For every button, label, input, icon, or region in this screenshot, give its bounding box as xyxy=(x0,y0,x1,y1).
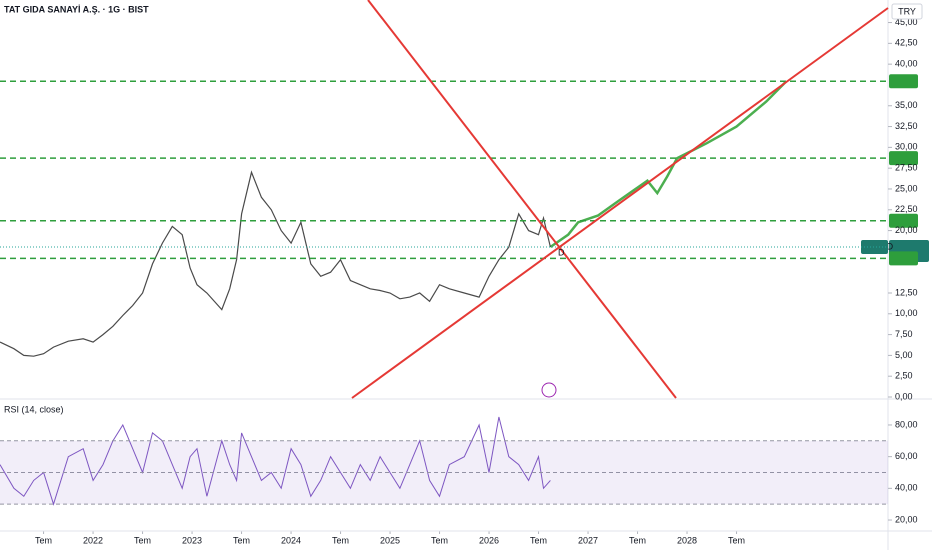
y-tick-label: 0,00 xyxy=(895,391,913,401)
trend-line xyxy=(351,7,889,399)
level-tag xyxy=(889,251,918,266)
level-tag xyxy=(889,74,918,89)
x-tick-label: Tem xyxy=(134,535,151,545)
y-tick-label: 20,00 xyxy=(895,514,918,524)
x-tick-label: Tem xyxy=(35,535,52,545)
x-tick-label: 2023 xyxy=(182,535,202,545)
rsi-title: RSI (14, close) xyxy=(4,404,64,414)
currency-button[interactable] xyxy=(891,3,923,20)
y-tick-label: 30,00 xyxy=(895,142,918,152)
y-tick-label: 7,50 xyxy=(895,329,913,339)
y-tick-label: 35,00 xyxy=(895,100,918,110)
y-tick-label: 40,00 xyxy=(895,59,918,69)
y-tick-label: 10,00 xyxy=(895,308,918,318)
y-tick-label: 45,00 xyxy=(895,17,918,27)
y-tick-label: 25,00 xyxy=(895,183,918,193)
y-tick-label: 60,00 xyxy=(895,451,918,461)
x-tick-label: 2027 xyxy=(578,535,598,545)
x-tick-label: 2026 xyxy=(479,535,499,545)
y-tick-label: 42,50 xyxy=(895,38,918,48)
x-tick-label: 2024 xyxy=(281,535,301,545)
x-tick-label: 2025 xyxy=(380,535,400,545)
event-icon[interactable] xyxy=(541,382,557,398)
marker: D xyxy=(558,247,565,257)
x-tick-label: Tem xyxy=(728,535,745,545)
x-tick-label: Tem xyxy=(431,535,448,545)
y-tick-label: 12,50 xyxy=(895,287,918,297)
rsi-line xyxy=(0,416,551,506)
rsi-band xyxy=(0,440,888,505)
price-line xyxy=(0,170,551,357)
y-tick-label: 80,00 xyxy=(895,419,918,429)
x-tick-label: 2022 xyxy=(83,535,103,545)
x-tick-label: Tem xyxy=(629,535,646,545)
level-tag xyxy=(889,213,918,228)
y-tick-label: 5,00 xyxy=(895,350,913,360)
y-tick-label: 2,50 xyxy=(895,371,913,381)
y-tick-label: 32,50 xyxy=(895,121,918,131)
currency[interactable]: TRY xyxy=(898,6,916,16)
y-tick-label: 27,50 xyxy=(895,163,918,173)
x-tick-label: Tem xyxy=(530,535,547,545)
y-tick-label: 22,50 xyxy=(895,204,918,214)
projection-line xyxy=(549,80,787,249)
y-tick-label: 20,00 xyxy=(895,225,918,235)
x-tick-label: Tem xyxy=(233,535,250,545)
x-tick-label: Tem xyxy=(332,535,349,545)
symbol-tag xyxy=(861,239,888,254)
trend-line xyxy=(367,0,677,399)
y-tick-label: 40,00 xyxy=(895,483,918,493)
x-tick-label: 2028 xyxy=(677,535,697,545)
chart-title: TAT GIDA SANAYİ A.Ş. · 1G · BIST xyxy=(4,4,149,14)
level-tag xyxy=(889,151,918,166)
